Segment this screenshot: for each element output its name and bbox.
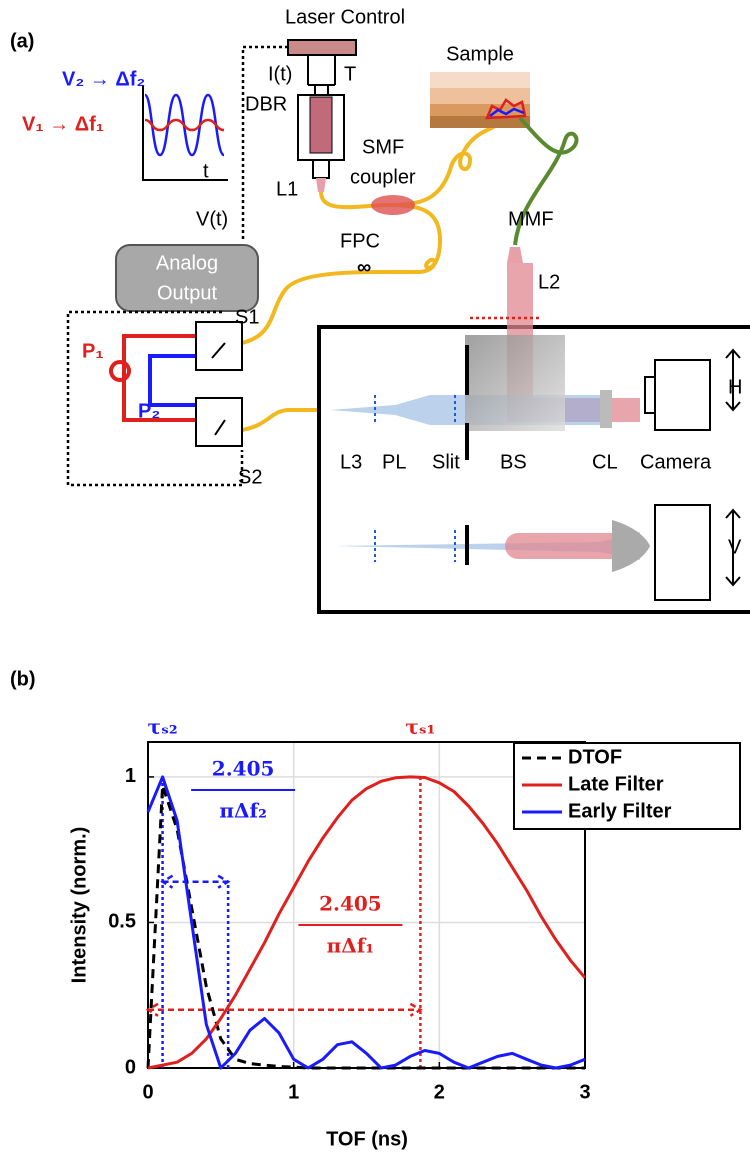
cylindrical-lens <box>600 390 612 428</box>
panel-label: (b) <box>10 668 36 690</box>
camera-side <box>655 505 710 600</box>
label: V₁ → Δf₁ <box>22 113 104 135</box>
dimension-arrow <box>163 876 229 888</box>
label: S2 <box>238 466 262 488</box>
label: Laser Control <box>285 6 405 28</box>
figure: (a) V₂ → Δf₂ V₁ → Δf₁ t Laser Control I(… <box>0 0 750 1163</box>
x-tick-label: 3 <box>579 1081 590 1103</box>
label: V <box>728 536 742 558</box>
lens-l1 <box>316 178 326 192</box>
label: BS <box>500 451 527 473</box>
fiber <box>242 205 440 343</box>
y-tick-label: 1 <box>125 765 136 787</box>
panel-b: (b) TOF (ns) Intensity (norm.) 0 1 2 3 0 0.5 1… <box>10 668 740 1150</box>
annotation: τₛ₁ <box>405 715 435 739</box>
x-tick-label: 0 <box>142 1081 153 1103</box>
laser-control-box <box>288 40 356 55</box>
fiber <box>242 410 318 430</box>
label: T <box>344 63 356 85</box>
annotation-denominator: πΔf₂ <box>219 799 267 823</box>
label: P₁ <box>82 340 104 362</box>
switch-s2 <box>196 398 242 446</box>
fpc-symbol: ∞ <box>357 256 371 278</box>
label: L3 <box>340 451 362 473</box>
dbr-output <box>313 160 329 178</box>
legend-label: Early Filter <box>568 800 672 822</box>
label: Sample <box>446 43 514 65</box>
label: CL <box>592 451 618 473</box>
lens-l2 <box>507 247 523 263</box>
y-tick-label: 0.5 <box>108 911 136 933</box>
legend-label: Late Filter <box>568 773 664 795</box>
y-tick-label: 0 <box>125 1056 136 1078</box>
label: DBR <box>245 93 287 115</box>
layer <box>430 88 530 104</box>
x-tick-label: 2 <box>434 1081 445 1103</box>
dbr <box>310 97 332 153</box>
label: Output <box>157 282 217 304</box>
label: I(t) <box>268 63 292 85</box>
loop-p2 <box>150 356 196 405</box>
label: L1 <box>276 178 298 200</box>
label: PL <box>382 451 406 473</box>
layer <box>430 72 530 88</box>
annotation-numerator: 2.405 <box>212 757 275 781</box>
x-axis-label: TOF (ns) <box>326 1128 408 1150</box>
label: Analog <box>156 252 218 274</box>
beam-splitter <box>465 335 565 431</box>
label: H <box>728 376 742 398</box>
panel-a: (a) V₂ → Δf₂ V₁ → Δf₁ t Laser Control I(… <box>10 6 750 612</box>
legend-label: DTOF <box>568 746 622 768</box>
coupler <box>371 195 415 215</box>
camera-sensor <box>645 377 655 413</box>
panel-label: (a) <box>10 30 34 52</box>
label: FPC <box>340 230 380 252</box>
annotation-numerator: 2.405 <box>319 892 382 916</box>
x-tick-label: 1 <box>288 1081 299 1103</box>
label: Slit <box>432 451 460 473</box>
dimension-arrow <box>148 1004 420 1016</box>
annotation-denominator: πΔf₁ <box>327 934 375 958</box>
label: L2 <box>538 271 560 293</box>
switch-s1 <box>196 322 242 370</box>
y-axis-label: Intensity (norm.) <box>68 827 90 984</box>
label: V(t) <box>196 208 228 230</box>
label: MMF <box>508 208 554 230</box>
label: P₂ <box>138 400 160 422</box>
label: SMF <box>362 136 404 158</box>
camera <box>655 360 710 430</box>
label: coupler <box>350 166 416 188</box>
fiber <box>321 115 505 207</box>
label: Camera <box>640 451 712 473</box>
layer <box>430 116 530 128</box>
label: V₂ → Δf₂ <box>62 68 145 90</box>
wires <box>308 55 335 95</box>
label: t <box>203 160 209 182</box>
annotation: τₛ₂ <box>148 715 178 739</box>
label: S1 <box>235 306 259 328</box>
